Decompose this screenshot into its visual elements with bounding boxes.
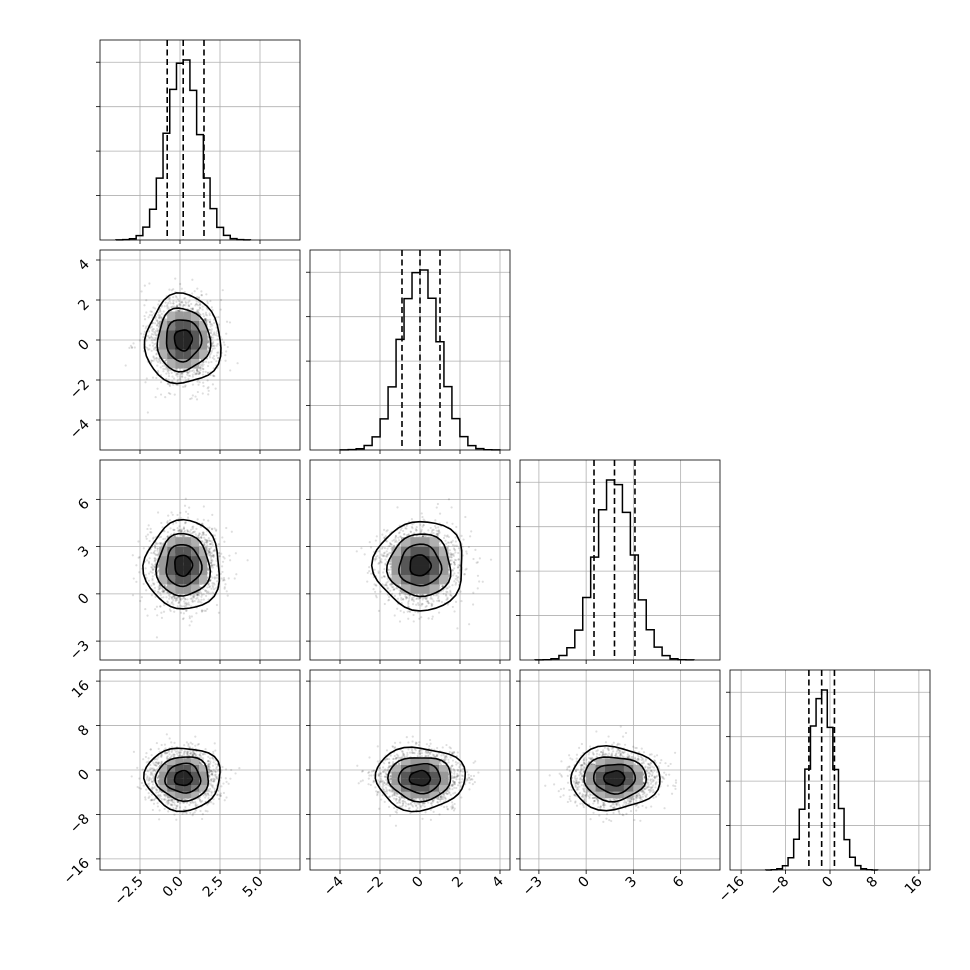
panel-frame — [99, 249, 301, 451]
y-tick-label: 16 — [69, 678, 93, 702]
x-tick-label: 4 — [489, 873, 507, 891]
y-tick-label: 0 — [75, 767, 93, 785]
x-tick-label: 2.5 — [200, 874, 227, 901]
contour-level-3 — [154, 756, 210, 803]
x-tick-label: 16 — [902, 873, 926, 897]
contour-level-3 — [387, 757, 452, 803]
y-tick-label: 0 — [75, 337, 93, 355]
contour-level-3 — [385, 533, 452, 598]
y-tick-label: 4 — [75, 256, 93, 274]
x-tick-label: 5.0 — [240, 874, 267, 901]
scatter-panel-3 — [306, 459, 511, 664]
density-shading — [391, 758, 449, 799]
x-tick-label: −3 — [520, 874, 546, 900]
histogram-panel-2 — [306, 249, 511, 454]
contour-level-4 — [142, 747, 221, 813]
contour-level-1 — [409, 554, 433, 577]
grid-lines — [100, 460, 300, 660]
y-tick-label: −4 — [67, 416, 93, 442]
grid-lines — [310, 460, 510, 660]
panel-frame — [309, 459, 511, 661]
x-tick-label: 2 — [449, 874, 467, 892]
contour-level-1 — [173, 329, 194, 352]
x-tick-label: 0 — [409, 874, 427, 892]
scatter-panel-2: −3 0 3 6 — [67, 459, 301, 664]
x-tick-label: 3 — [623, 874, 641, 892]
contour-level-2 — [592, 763, 637, 795]
y-tick-label: 6 — [75, 496, 93, 514]
panel-frame — [729, 669, 931, 871]
x-tick-label: −8 — [766, 874, 792, 900]
panel-frame — [99, 669, 301, 871]
x-tick-label: −2.5 — [111, 874, 146, 909]
scatter-panel-6: −3 0 3 6 — [516, 669, 721, 900]
x-tick-label: 0.0 — [160, 874, 187, 901]
contour-level-1 — [603, 770, 626, 787]
y-tick-label: 0 — [75, 590, 93, 608]
contour-level-4 — [374, 746, 467, 813]
contour-level-3 — [156, 307, 212, 373]
contour-level-4 — [142, 518, 221, 610]
panel-frame — [309, 669, 511, 871]
x-tick-label: −2 — [361, 874, 387, 900]
y-tick-label: −3 — [67, 638, 93, 664]
contour-level-4 — [569, 744, 661, 812]
grid-lines — [520, 460, 720, 660]
y-tick-label: −8 — [67, 811, 93, 837]
scatter-panel-5: −4 −2 0 2 4 — [306, 669, 511, 900]
contour-level-1 — [174, 554, 194, 577]
panel-frame — [519, 669, 721, 871]
grid-lines — [100, 40, 300, 240]
x-tick-label: −4 — [321, 873, 347, 899]
x-tick-label: 6 — [670, 873, 688, 891]
density-shading — [159, 537, 208, 594]
panel-frame — [99, 459, 301, 661]
y-tick-label: 8 — [75, 722, 93, 740]
y-tick-label: −2 — [67, 377, 93, 403]
contour-level-2 — [164, 762, 202, 794]
x-tick-label: −16 — [716, 873, 748, 905]
histogram-panel-1 — [96, 39, 301, 244]
y-tick-label: −16 — [61, 855, 93, 887]
contour-level-2 — [165, 543, 203, 588]
contour-level-2 — [398, 543, 443, 587]
contour-level-2 — [397, 762, 442, 795]
x-tick-label: 0 — [819, 874, 837, 892]
histogram-panel-3 — [516, 459, 721, 664]
contour-level-4 — [143, 292, 222, 385]
panel-frame — [99, 39, 301, 241]
contour-level-3 — [155, 532, 212, 597]
contour-level-3 — [583, 756, 648, 803]
y-tick-label: 3 — [75, 543, 93, 561]
panel-frame — [519, 459, 721, 661]
contour-level-1 — [408, 769, 432, 787]
x-tick-label: 8 — [864, 874, 882, 892]
histogram-panel-4: −16 −8 0 8 16 — [716, 669, 931, 906]
grid-lines — [310, 250, 510, 450]
contour-level-1 — [173, 769, 194, 787]
contour-level-2 — [165, 319, 203, 363]
scatter-panel-1: −4 −2 0 2 4 — [67, 249, 301, 454]
panel-frame — [309, 249, 511, 451]
scatter-panel-4: −2.5 0.0 2.5 5.0 −16 −8 0 8 16 — [61, 669, 301, 909]
grid-lines — [730, 670, 930, 870]
y-tick-label: 2 — [75, 297, 93, 315]
contour-level-4 — [370, 520, 463, 612]
x-tick-label: 0 — [575, 874, 593, 892]
